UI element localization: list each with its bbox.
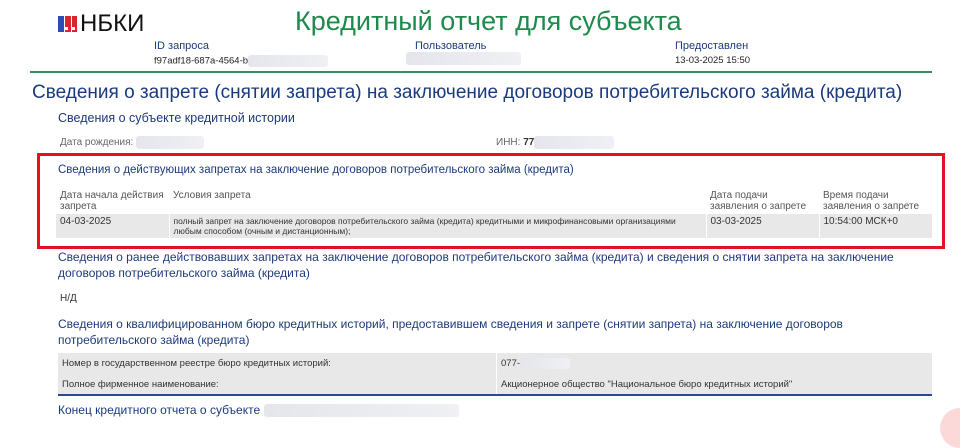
full-name-label: Полное фирменное наименование:	[58, 374, 497, 396]
dob-row: Дата рождения:	[60, 136, 205, 149]
main-title: Сведения о запрете (снятии запрета) на з…	[32, 82, 903, 103]
inn-label: ИНН:	[496, 137, 521, 149]
logo: НБКИ	[58, 10, 144, 38]
previous-bans-value: Н/Д	[60, 293, 77, 304]
report-end: Конец кредитного отчета о субъекте	[58, 403, 459, 418]
table-row: Номер в государственном реестре бюро кре…	[58, 353, 933, 375]
bureau-table: Номер в государственном реестре бюро кре…	[58, 353, 933, 396]
table-header-row: Дата начала действия запрета Условия зап…	[56, 188, 932, 214]
registry-number-text: 077-	[501, 358, 521, 370]
report-end-label: Конец кредитного отчета о субъекте	[58, 403, 261, 417]
registry-number-value: 077-	[497, 353, 933, 374]
bureau-heading: Сведения о квалифицированном бюро кредит…	[58, 317, 843, 347]
request-id-label: ID запроса	[154, 40, 210, 52]
decorative-circle	[940, 408, 960, 448]
application-time: 10:54:00 МСК+0	[823, 216, 898, 227]
column-header: Время подачи заявления о запрете	[823, 190, 920, 212]
table-row: 04-03-2025 полный запрет на заключение д…	[56, 214, 932, 238]
application-date: 03-03-2025	[706, 214, 820, 238]
request-id-text: f97adf18-687a-4564-b	[154, 55, 249, 67]
nbki-logo-icon	[58, 16, 77, 32]
request-id-value: f97adf18-687a-4564-b	[154, 55, 329, 67]
subject-heading: Сведения о субъекте кредитной истории	[58, 111, 295, 125]
ban-start-date: 04-03-2025	[56, 214, 170, 238]
dob-redacted	[136, 136, 205, 149]
user-value-redacted	[406, 52, 521, 65]
table-row: Полное фирменное наименование: Акционерно…	[58, 374, 932, 396]
provided-value: 13-03-2025 15:50	[675, 55, 751, 66]
column-header: Дата начала действия запрета	[60, 190, 164, 212]
active-bans-highlight	[37, 153, 945, 249]
previous-bans-heading: Сведения о ранее действовавших запретах …	[58, 250, 894, 280]
column-header: Дата подачи заявления о запрете	[710, 190, 807, 212]
inn-redacted	[534, 136, 615, 149]
footer-divider	[58, 394, 932, 396]
active-bans-table: Дата начала действия запрета Условия зап…	[56, 188, 932, 238]
header-divider	[30, 71, 932, 73]
registry-number-label: Номер в государственном реестре бюро кре…	[58, 353, 497, 375]
column-header: Условия запрета	[173, 190, 251, 201]
report-title: Кредитный отчет для субъекта	[295, 6, 682, 36]
logo-text: НБКИ	[80, 10, 145, 37]
subject-name-redacted	[263, 404, 459, 418]
user-label: Пользователь	[415, 40, 487, 52]
provided-label: Предоставлен	[675, 40, 749, 52]
inn-value: 77	[523, 137, 535, 149]
dob-label: Дата рождения:	[60, 137, 134, 149]
ban-conditions: полный запрет на заключение договоров по…	[169, 214, 707, 238]
inn-row: ИНН: 77	[496, 136, 615, 149]
active-bans-heading: Сведения о действующих запретах на заклю…	[58, 164, 574, 176]
full-name-value: Акционерное общество "Национальное бюро …	[501, 379, 793, 391]
